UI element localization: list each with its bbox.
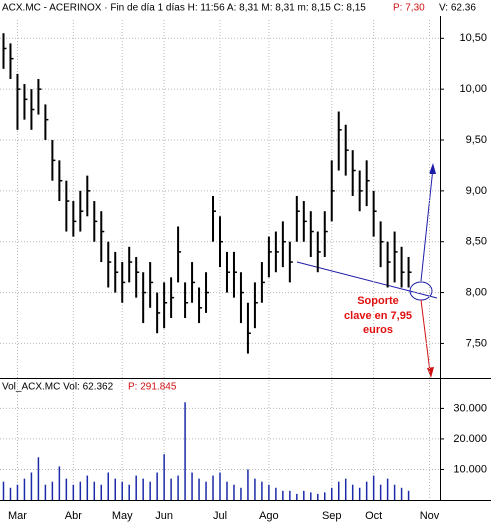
y-tick-label: 30.000	[453, 402, 487, 414]
volume-header: Vol_ACX.MC Vol: 62.362	[2, 382, 114, 393]
x-tick-label: Abr	[65, 510, 82, 522]
x-tick-label: Mar	[8, 510, 27, 522]
y-tick-label: 10,50	[459, 32, 487, 44]
y-tick-label: 10.000	[453, 463, 487, 475]
x-tick-label: Jul	[213, 510, 227, 522]
y-tick-label: 20.000	[453, 433, 487, 445]
header-v: V: 62.36	[439, 3, 476, 14]
annotation: Soporte	[357, 295, 399, 307]
volume-header-p: P: 291.845	[128, 382, 177, 393]
y-tick-label: 8,00	[466, 286, 487, 298]
x-tick-label: Jun	[155, 510, 173, 522]
x-tick-label: Nov	[420, 510, 440, 522]
chart-header: ACX.MC - ACERINOX · Fin de día 1 días H:…	[2, 3, 366, 14]
y-tick-label: 9,50	[466, 134, 487, 146]
x-tick-label: Ago	[259, 510, 279, 522]
x-tick-label: Sep	[322, 510, 342, 522]
y-tick-label: 9,00	[466, 185, 487, 197]
up-arrow-head	[429, 163, 436, 174]
up-arrow	[420, 167, 434, 282]
y-tick-label: 10,00	[459, 83, 487, 95]
x-tick-label: May	[112, 510, 133, 522]
down-arrow	[420, 299, 431, 373]
plot	[0, 20, 440, 500]
header-p: P: 7,30	[393, 3, 425, 14]
x-tick-label: Oct	[365, 510, 382, 522]
annotation: clave en 7,95	[344, 310, 412, 322]
annotation: euros	[363, 324, 393, 336]
y-tick-label: 7,50	[466, 337, 487, 349]
support-line	[296, 261, 438, 299]
y-tick-label: 8,50	[466, 236, 487, 248]
down-arrow-head	[427, 367, 434, 378]
